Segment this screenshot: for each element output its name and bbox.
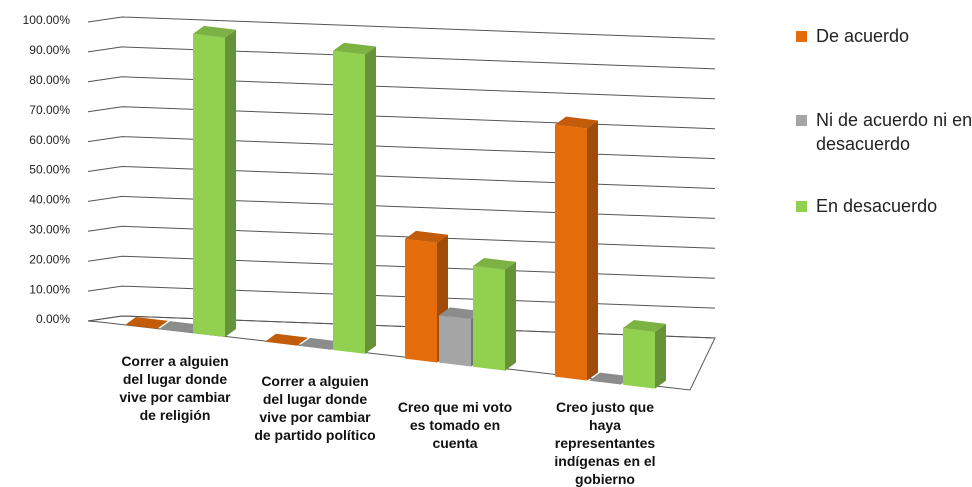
y-tick-label: 30.00%: [29, 222, 70, 236]
legend-swatch: [796, 115, 807, 126]
legend-label: En desacuerdo: [816, 196, 938, 216]
grid-line: [87, 46, 716, 70]
y-tick-label: 80.00%: [29, 73, 70, 87]
x-tick-label: Creo que mi voto es tomado en cuenta: [397, 399, 513, 451]
bar: [265, 333, 308, 346]
legend-swatch: [796, 31, 807, 42]
bar-top: [193, 25, 236, 38]
grid-line: [87, 165, 716, 189]
grid-line: [87, 285, 716, 309]
bar: [299, 337, 342, 350]
grid-line: [87, 16, 716, 40]
bar: [193, 25, 236, 337]
y-tick-label: 70.00%: [29, 103, 70, 117]
bar: [125, 317, 168, 329]
grid-line: [87, 106, 716, 130]
grid-line: [87, 255, 716, 279]
bar: [333, 42, 376, 354]
bar-top: [623, 320, 666, 332]
y-tick-label: 0.00%: [36, 312, 70, 326]
bar-top: [439, 307, 482, 320]
bar-top: [299, 337, 342, 350]
grid-line: [87, 225, 716, 249]
floor: [87, 315, 716, 391]
bar-front: [555, 124, 587, 381]
grid-line: [87, 76, 716, 100]
grid-line: [87, 195, 716, 219]
bar-side: [225, 29, 236, 337]
bar-top: [333, 42, 376, 55]
bar-top: [405, 230, 448, 243]
y-tick-label: 100.00%: [23, 13, 71, 27]
bar-top: [473, 257, 516, 270]
bar: [159, 321, 202, 333]
bar-front: [405, 238, 437, 363]
x-tick-label: Correr a alguien del lugar donde vive po…: [254, 373, 376, 443]
bar-side: [655, 323, 666, 389]
legend-label: De acuerdo: [816, 26, 910, 46]
y-tick-label: 50.00%: [29, 163, 70, 177]
bar: [623, 320, 666, 389]
bar-front: [333, 50, 365, 354]
x-tick-label: Correr a alguien del lugar donde vive po…: [119, 353, 231, 423]
bar-front: [473, 265, 505, 371]
legend-label: Ni de acuerdo ni en desacuerdo: [816, 110, 972, 154]
bar-side: [505, 261, 516, 371]
y-tick-label: 20.00%: [29, 252, 70, 266]
bar-top: [555, 116, 598, 129]
x-tick-label: Creo justo que haya representantes indíg…: [554, 399, 656, 487]
bar-side: [365, 46, 376, 354]
y-tick-label: 40.00%: [29, 193, 70, 207]
bar-top: [589, 372, 632, 385]
bar-top: [125, 317, 168, 329]
bar: [555, 116, 598, 381]
legend-swatch: [796, 201, 807, 212]
y-tick-label: 90.00%: [29, 43, 70, 57]
bar-front: [439, 315, 471, 367]
bar: [589, 372, 632, 385]
grid-line: [87, 136, 716, 160]
bar-top: [265, 333, 308, 346]
bar: [473, 257, 516, 371]
bar-front: [623, 328, 655, 389]
bar-front: [193, 33, 225, 337]
y-tick-label: 10.00%: [29, 282, 70, 296]
bar-top: [159, 321, 202, 333]
y-tick-label: 60.00%: [29, 133, 70, 147]
bar-side: [587, 120, 598, 381]
